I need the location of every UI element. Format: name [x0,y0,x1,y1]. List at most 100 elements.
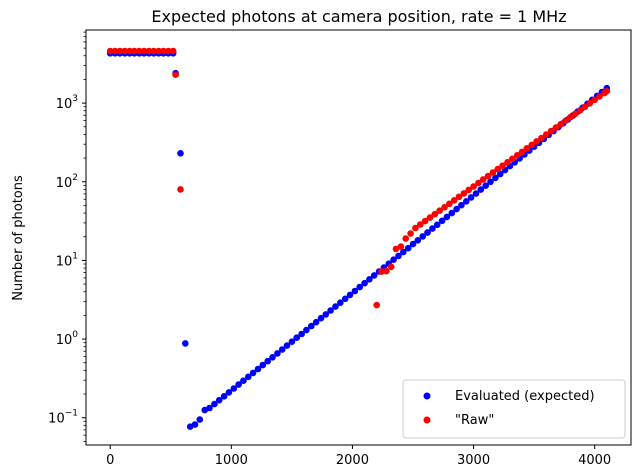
data-point [378,268,385,275]
data-point [523,145,531,152]
data-point [412,224,419,232]
data-point [298,330,305,338]
data-point [472,190,480,197]
data-point [453,205,460,213]
data-point [419,233,427,240]
data-point [436,207,443,214]
data-point [392,245,400,253]
data-point [538,134,545,142]
data-point [407,230,414,237]
data-point [337,299,344,307]
data-point [586,100,594,107]
data-point [196,416,204,423]
data-point [150,47,158,55]
data-point [145,47,153,55]
x-tick-label: 3000 [457,453,490,467]
data-point [499,162,506,169]
data-point [106,47,114,55]
data-point [400,248,407,256]
data-point [356,283,364,291]
y-tick-label: 10−1 [48,409,78,427]
data-point [245,373,252,381]
data-point [465,186,473,194]
data-point [211,400,218,408]
data-point [494,165,502,173]
data-point [533,138,540,145]
legend-marker-raw [423,416,431,424]
data-point [397,243,405,250]
data-point [547,127,555,135]
data-point [402,235,410,242]
data-point [215,396,223,404]
data-point [288,338,296,346]
data-point [567,113,574,121]
data-point [475,179,482,187]
data-point [235,381,242,388]
data-point [513,152,521,159]
data-point [140,47,148,55]
data-point [438,217,446,225]
data-point [177,186,184,193]
data-point [332,303,339,310]
data-point [504,159,511,166]
data-point [169,47,177,55]
x-tick-label: 4000 [578,453,611,467]
data-point [496,170,504,178]
data-point [404,244,412,252]
data-point [155,47,162,55]
data-point [426,214,434,221]
data-point [361,279,368,287]
data-point [477,186,485,193]
data-point [283,342,291,349]
data-point [274,350,281,357]
data-point [484,172,492,180]
data-point [293,334,301,342]
legend-box [402,379,626,439]
data-point [131,47,138,55]
series-evaluated [106,50,611,431]
data-point [327,307,334,314]
legend-label-evaluated: Evaluated (expected) [455,389,595,404]
data-point [387,263,395,271]
data-point [322,311,330,318]
data-point [528,141,535,149]
data-point [240,377,247,385]
data-point [489,169,497,176]
data-point [463,198,470,205]
data-point [370,272,378,279]
data-point [557,120,565,128]
data-point [518,148,526,156]
data-point [182,340,189,347]
data-point [346,291,354,299]
plot-frame [85,29,632,446]
y-axis-label: Number of photons [11,175,26,301]
data-point [542,131,550,138]
data-point [269,354,276,361]
data-point [116,47,124,55]
data-point [591,96,598,104]
data-point [230,385,238,392]
x-tick-label: 2000 [336,453,369,467]
chart-title: Expected photons at camera position, rat… [151,7,566,26]
legend-marker-evaluated [423,392,431,400]
data-point [249,369,257,377]
data-point [383,267,390,275]
data-point [390,256,397,264]
data-point [429,225,436,232]
data-point [552,124,560,131]
data-point [191,421,199,428]
y-tick-label: 101 [56,251,78,269]
data-point [351,287,359,295]
data-point [576,107,584,114]
data-point [470,183,477,190]
data-point [603,87,611,95]
data-point [264,357,272,365]
data-point [136,47,143,55]
data-point [259,361,267,369]
data-point [455,193,463,201]
x-tick-label: 0 [106,453,114,467]
data-point [424,229,431,236]
data-point [160,47,167,55]
data-point [487,178,494,186]
data-point [206,404,213,412]
